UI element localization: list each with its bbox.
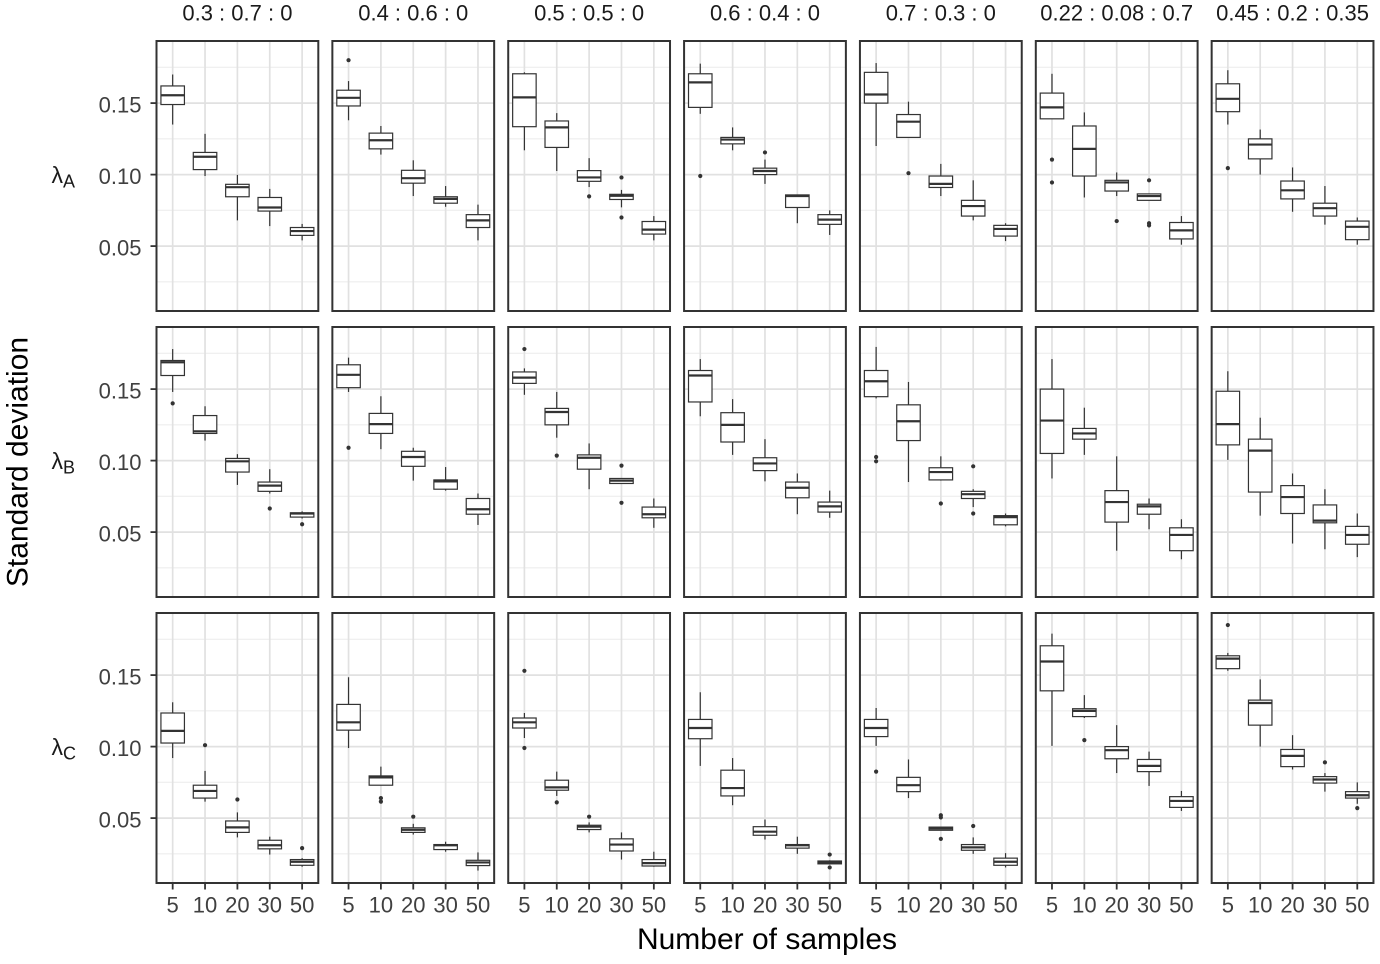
svg-text:30: 30 — [1313, 893, 1337, 918]
svg-text:Number of samples: Number of samples — [637, 923, 897, 956]
svg-text:0.10: 0.10 — [99, 736, 142, 761]
svg-text:10: 10 — [369, 893, 393, 918]
svg-text:10: 10 — [193, 893, 217, 918]
svg-text:5: 5 — [1222, 893, 1234, 918]
svg-text:50: 50 — [290, 893, 314, 918]
svg-text:0.3 : 0.7 : 0: 0.3 : 0.7 : 0 — [182, 1, 292, 26]
svg-text:10: 10 — [896, 893, 920, 918]
svg-text:20: 20 — [401, 893, 425, 918]
svg-text:30: 30 — [785, 893, 809, 918]
svg-text:20: 20 — [225, 893, 249, 918]
svg-text:10: 10 — [1072, 893, 1096, 918]
svg-text:0.5 : 0.5 : 0: 0.5 : 0.5 : 0 — [534, 1, 644, 26]
svg-text:0.05: 0.05 — [99, 235, 142, 260]
svg-text:5: 5 — [518, 893, 530, 918]
svg-text:30: 30 — [433, 893, 457, 918]
svg-text:30: 30 — [1137, 893, 1161, 918]
svg-text:50: 50 — [1345, 893, 1369, 918]
svg-text:0.05: 0.05 — [99, 807, 142, 832]
svg-text:0.6 : 0.4 : 0: 0.6 : 0.4 : 0 — [710, 1, 820, 26]
svg-text:50: 50 — [642, 893, 666, 918]
svg-text:0.10: 0.10 — [99, 450, 142, 475]
svg-text:50: 50 — [1169, 893, 1193, 918]
svg-text:30: 30 — [258, 893, 282, 918]
svg-text:λA: λA — [52, 162, 76, 192]
svg-text:0.10: 0.10 — [99, 164, 142, 189]
svg-text:0.15: 0.15 — [99, 664, 142, 689]
svg-text:10: 10 — [545, 893, 569, 918]
svg-text:5: 5 — [1046, 893, 1058, 918]
svg-text:20: 20 — [929, 893, 953, 918]
svg-text:30: 30 — [961, 893, 985, 918]
svg-text:0.22 : 0.08 : 0.7: 0.22 : 0.08 : 0.7 — [1040, 1, 1193, 26]
svg-text:50: 50 — [993, 893, 1017, 918]
svg-text:0.15: 0.15 — [99, 92, 142, 117]
svg-text:10: 10 — [720, 893, 744, 918]
svg-text:20: 20 — [1104, 893, 1128, 918]
svg-text:0.45 : 0.2 : 0.35: 0.45 : 0.2 : 0.35 — [1216, 1, 1369, 26]
svg-text:0.05: 0.05 — [99, 521, 142, 546]
svg-text:5: 5 — [694, 893, 706, 918]
svg-text:20: 20 — [753, 893, 777, 918]
svg-text:0.15: 0.15 — [99, 378, 142, 403]
svg-text:50: 50 — [466, 893, 490, 918]
svg-text:50: 50 — [817, 893, 841, 918]
svg-text:0.4 : 0.6 : 0: 0.4 : 0.6 : 0 — [358, 1, 468, 26]
svg-text:5: 5 — [167, 893, 179, 918]
svg-text:0.7 : 0.3 : 0: 0.7 : 0.3 : 0 — [886, 1, 996, 26]
svg-text:10: 10 — [1248, 893, 1272, 918]
svg-text:20: 20 — [1280, 893, 1304, 918]
svg-text:5: 5 — [342, 893, 354, 918]
svg-text:30: 30 — [609, 893, 633, 918]
svg-text:5: 5 — [870, 893, 882, 918]
svg-text:20: 20 — [577, 893, 601, 918]
svg-text:Standard deviation: Standard deviation — [2, 337, 35, 587]
